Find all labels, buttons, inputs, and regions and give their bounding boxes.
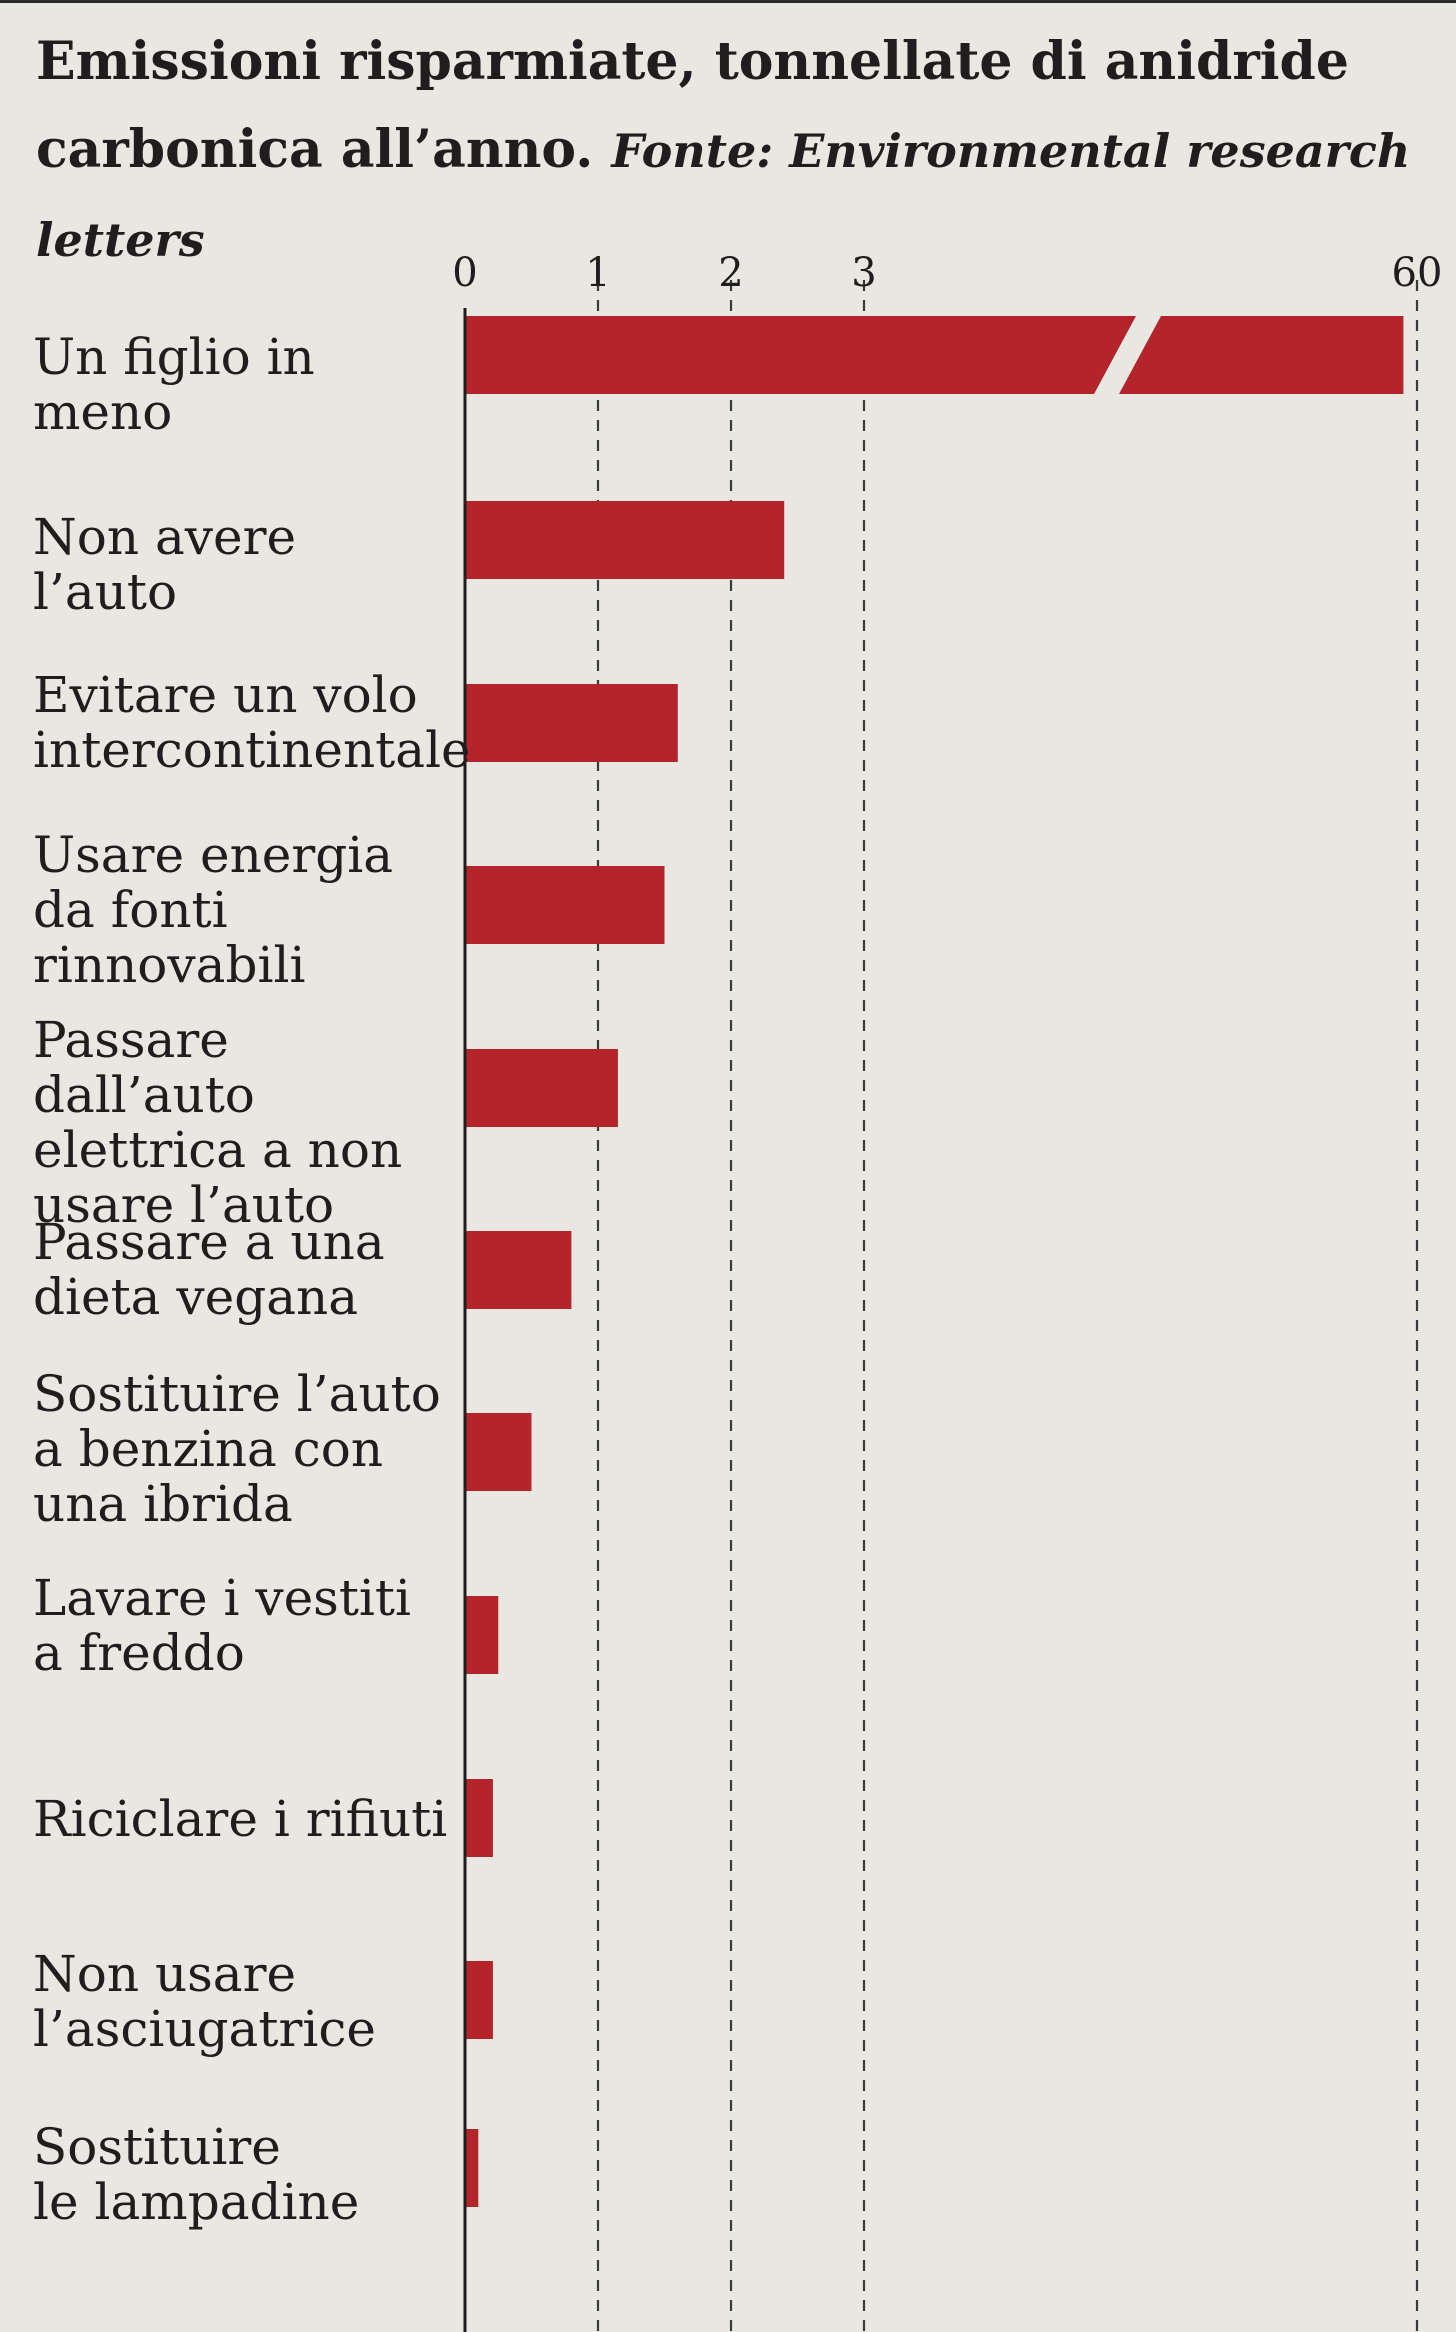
category-label: Passare a una dieta vegana	[33, 1213, 385, 1326]
tick-label-1: 1	[585, 250, 610, 296]
bar-7	[465, 1596, 499, 1674]
bar-8	[465, 1779, 493, 1857]
category-label: Non avere l’auto	[33, 508, 297, 621]
bar-3	[465, 866, 665, 944]
top-rule	[0, 0, 1456, 3]
category-label: Un figlio in meno	[33, 328, 315, 441]
category-label: Lavare i vestiti a freddo	[33, 1569, 412, 1682]
chart-source: Fonte: Environmental research letters	[36, 124, 1411, 267]
bar-chart: 0 1 2 3 60	[452, 250, 1443, 2332]
category-label: Sostituire l’auto a benzina con una ibri…	[33, 1365, 441, 1533]
tick-label-60: 60	[1392, 250, 1443, 296]
tick-label-0: 0	[452, 250, 477, 296]
bar-4	[465, 1049, 618, 1127]
category-label: Riciclare i rifiuti	[33, 1790, 448, 1848]
bar-0-segment-a	[465, 316, 1136, 394]
category-label: Passare dall’auto elettrica a non usare …	[33, 1011, 403, 1234]
bar-6	[465, 1413, 532, 1491]
tick-label-2: 2	[718, 250, 743, 296]
bar-2	[465, 684, 678, 762]
bar-5	[465, 1231, 572, 1309]
category-label: Sostituire le lampadine	[33, 2118, 360, 2231]
chart-title-main: Emissioni risparmiate, tonnellate di ani…	[36, 31, 1349, 180]
category-label: Non usare l’asciugatrice	[33, 1945, 376, 2058]
chart-title: Emissioni risparmiate, tonnellate di ani…	[36, 18, 1436, 284]
bar-1	[465, 501, 785, 579]
category-label: Evitare un volo intercontinentale	[33, 666, 471, 779]
tick-label-3: 3	[851, 250, 876, 296]
bar-9	[465, 1961, 493, 2039]
category-label: Usare energia da fonti rinnovabili	[33, 826, 394, 994]
bar-0-segment-b	[1119, 316, 1404, 394]
bar-10	[465, 2129, 479, 2207]
